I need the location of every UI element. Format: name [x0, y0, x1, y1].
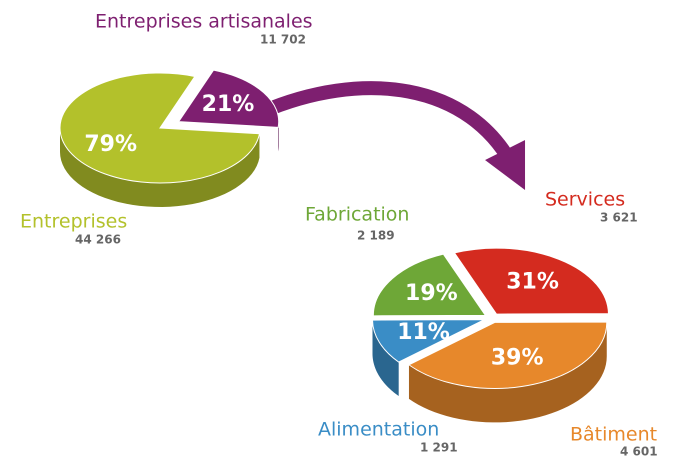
percent-label: 31%	[506, 269, 559, 294]
percent-label: 11%	[397, 320, 450, 345]
category-label: Fabrication	[305, 204, 409, 226]
slice	[453, 247, 609, 315]
category-label: Bâtiment	[570, 424, 657, 446]
count-label: 2 189	[357, 229, 395, 243]
percent-label: 19%	[405, 281, 458, 306]
arrow	[259, 81, 526, 191]
category-label: Entreprises	[20, 211, 127, 233]
slice	[407, 321, 608, 389]
count-label: 1 291	[420, 441, 458, 455]
slice-side	[372, 320, 399, 397]
count-label: 44 266	[75, 233, 121, 247]
count-label: 11 702	[260, 33, 306, 47]
count-label: 4 601	[620, 445, 658, 459]
slice-side	[60, 128, 260, 207]
slice	[177, 69, 280, 128]
slice	[372, 253, 487, 317]
slice	[59, 72, 261, 184]
category-label: Services	[545, 189, 625, 211]
slice	[371, 319, 485, 363]
count-label: 3 621	[600, 211, 638, 225]
slice-side	[278, 121, 279, 152]
category-label: Alimentation	[318, 419, 439, 441]
category-label: Entreprises artisanales	[95, 11, 313, 33]
percent-label: 21%	[202, 92, 255, 117]
slice-side	[408, 322, 607, 423]
percent-label: 39%	[491, 345, 544, 370]
percent-label: 79%	[84, 132, 137, 157]
